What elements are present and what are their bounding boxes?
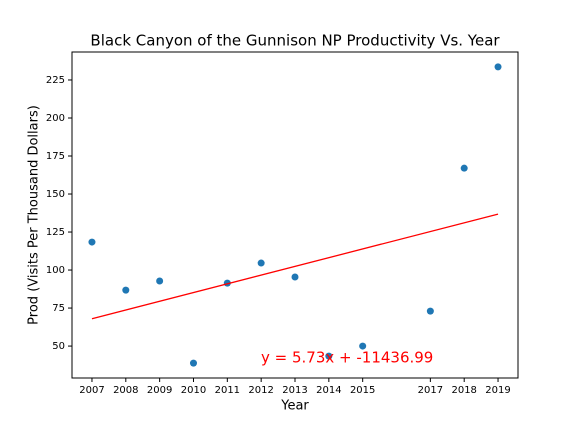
y-tick-label: 200 [46, 113, 65, 124]
x-tick-label: 2009 [147, 385, 172, 396]
point [325, 352, 333, 360]
point [460, 164, 468, 172]
x-tick-label: 2015 [350, 385, 375, 396]
point [257, 259, 265, 267]
x-tick-label: 2014 [316, 385, 341, 396]
x-tick-label: 2012 [248, 385, 273, 396]
x-axis-label: Year [280, 399, 309, 414]
point [494, 63, 502, 71]
x-tick-label: 2010 [181, 385, 206, 396]
x-tick-label: 2007 [79, 385, 104, 396]
point [291, 273, 299, 281]
x-tick-label: 2011 [215, 385, 240, 396]
point [156, 277, 164, 285]
y-tick-label: 225 [46, 75, 65, 86]
x-tick-label: 2019 [485, 385, 510, 396]
y-tick-label: 125 [46, 227, 65, 238]
x-tick-label: 2008 [113, 385, 138, 396]
y-axis-label: Prod (Visits Per Thousand Dollars) [27, 105, 42, 325]
trend-line [91, 213, 499, 320]
x-tick-label: 2018 [451, 385, 476, 396]
point [189, 359, 197, 367]
chart-title: Black Canyon of the Gunnison NP Producti… [90, 32, 500, 50]
point [426, 307, 434, 315]
y-tick-label: 175 [46, 151, 65, 162]
point [359, 342, 367, 350]
point [122, 286, 130, 294]
plot-frame [71, 51, 519, 379]
y-tick-label: 75 [52, 303, 65, 314]
annotation: y = 5.73x + -11436.99 [261, 349, 433, 367]
point [88, 238, 96, 246]
y-tick-label: 100 [46, 265, 65, 276]
x-tick-label: 2017 [418, 385, 443, 396]
y-tick-label: 150 [46, 189, 65, 200]
y-tick-label: 50 [52, 341, 65, 352]
x-tick-label: 2013 [282, 385, 307, 396]
